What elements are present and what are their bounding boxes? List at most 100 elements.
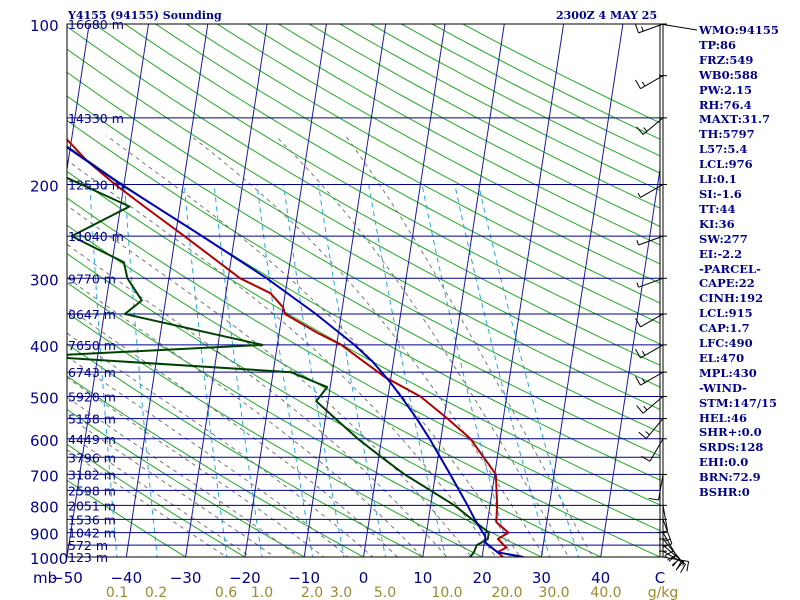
stat-line: LFC:490 <box>699 336 799 351</box>
mixing-ratio-label: 20.0 <box>491 585 522 600</box>
pressure-tick-label: 500 <box>30 390 59 408</box>
wind-barb-half-feather <box>642 26 644 31</box>
pressure-tick-label: 400 <box>30 338 59 356</box>
axis-labels: 100200300400500600700800900100016680 m14… <box>30 17 678 600</box>
mixing-ratio-label: 1.0 <box>251 585 273 600</box>
height-label: 6743 m <box>68 365 116 380</box>
pressure-tick-label: 200 <box>30 177 59 195</box>
stat-line: RH:76.4 <box>699 98 799 113</box>
pressure-tick-label: 100 <box>30 17 59 35</box>
moist-adiabat-line <box>0 136 409 569</box>
wind-barb-half-feather <box>642 82 645 86</box>
pressure-tick-label: 600 <box>30 432 59 450</box>
stat-line: LCL:976 <box>699 157 799 172</box>
stat-line: EI:-2.2 <box>699 247 799 262</box>
stat-line: MAXT:31.7 <box>699 112 799 127</box>
wind-barb-shaft <box>650 439 663 462</box>
stat-line: TT:44 <box>699 202 799 217</box>
moist-adiabat-line <box>106 136 527 569</box>
mixing-ratio-label: 0.6 <box>215 585 237 600</box>
stat-line: -PARCEL- <box>699 262 799 277</box>
height-label: 123 m <box>68 550 108 565</box>
wind-barb-half-feather <box>637 240 639 245</box>
plot-frame <box>67 24 660 557</box>
wind-barb-half-feather <box>644 128 647 132</box>
height-label: 4449 m <box>68 432 116 447</box>
stat-line: BRN:72.9 <box>699 470 799 485</box>
mixing-ratio-unit: g/kg <box>648 585 679 600</box>
wind-barb <box>637 397 667 414</box>
stat-line: EHI:0.0 <box>699 455 799 470</box>
temperature-tick-label: 0 <box>359 569 369 587</box>
wind-barb-half-feather <box>638 193 641 197</box>
mixing-ratio-label: 0.2 <box>145 585 167 600</box>
mixing-ratio-label: 5.0 <box>374 585 396 600</box>
stat-line: FRZ:549 <box>699 53 799 68</box>
stat-line: MPL:430 <box>699 366 799 381</box>
wind-barb-feather <box>635 80 640 89</box>
mixing-ratio-label: 10.0 <box>431 585 462 600</box>
wind-barb-feather <box>635 23 638 32</box>
wind-barb-feather <box>637 406 643 414</box>
stat-line: LCL:915 <box>699 306 799 321</box>
stability-indices-panel: WMO:94155 TP:86 FRZ:549 WB0:588 PW:2.15 RH:76… <box>699 23 799 500</box>
panel-connector <box>660 24 697 30</box>
height-label: 7650 m <box>68 338 116 353</box>
temperature-tick-label: −30 <box>170 569 202 587</box>
wind-barb-feather <box>687 562 689 572</box>
temperature-tick-label: −50 <box>51 569 83 587</box>
stat-line: CAPE:22 <box>699 276 799 291</box>
height-label: 2598 m <box>68 483 116 498</box>
height-label: 11040 m <box>68 229 124 244</box>
stat-line: PW:2.15 <box>699 83 799 98</box>
height-label: 9770 m <box>68 271 116 286</box>
height-label: 12530 m <box>68 177 124 192</box>
pressure-tick-label: 700 <box>30 467 59 485</box>
height-label: 8647 m <box>68 307 116 322</box>
temperature-tick-label: 10 <box>413 569 432 587</box>
wind-barb-feather <box>676 562 682 570</box>
pressure-tick-label: 800 <box>30 498 59 516</box>
isotherm-line <box>0 12 32 568</box>
mixing-ratio-line <box>257 184 315 568</box>
wind-barb <box>637 118 667 135</box>
stat-line: SHR+:0.0 <box>699 425 799 440</box>
sounding-time: 2300Z 4 MAY 25 <box>556 9 657 22</box>
wind-barb-feather <box>635 349 640 358</box>
mixing-ratio-line <box>318 184 388 568</box>
wind-barb-feather <box>649 498 659 500</box>
height-label: 5920 m <box>68 390 116 405</box>
stat-line: -WIND- <box>699 381 799 396</box>
wind-barb-half-feather <box>644 406 647 410</box>
mixing-ratio-label: 0.1 <box>106 585 128 600</box>
temperature-tick-label: 20 <box>473 569 492 587</box>
wind-barb-half-feather <box>646 431 650 434</box>
wind-barb <box>635 314 667 327</box>
stat-line: EL:470 <box>699 351 799 366</box>
stat-line: BSHR:0 <box>699 485 799 500</box>
stat-line: WB0:588 <box>699 68 799 83</box>
stat-line: CINH:192 <box>699 291 799 306</box>
wind-barb-shaft <box>639 236 663 245</box>
wind-barb-feather <box>639 432 647 438</box>
wind-barb-half-feather <box>642 351 645 355</box>
moist-adiabat-line <box>346 136 599 569</box>
stat-line: SW:277 <box>699 232 799 247</box>
mixing-ratio-label: 3.0 <box>330 585 352 600</box>
pressure-tick-label: 300 <box>30 271 59 289</box>
height-label: 14330 m <box>68 111 124 126</box>
wind-barb <box>635 76 667 89</box>
wind-barb-shaft <box>663 505 668 531</box>
stat-line: SI:-1.6 <box>699 187 799 202</box>
background-grid <box>0 12 800 568</box>
stat-line: WMO:94155 <box>699 23 799 38</box>
height-label: 5158 m <box>68 412 116 427</box>
wind-barb <box>637 236 667 245</box>
height-label: 3182 m <box>68 467 116 482</box>
wind-barb-shaft <box>663 557 689 562</box>
stat-line: SRDS:128 <box>699 440 799 455</box>
stat-line: CAP:1.7 <box>699 321 799 336</box>
plot-border <box>67 24 660 557</box>
stat-line: TH:5797 <box>699 127 799 142</box>
skewt-chart: 100200300400500600700800900100016680 m14… <box>0 0 800 600</box>
